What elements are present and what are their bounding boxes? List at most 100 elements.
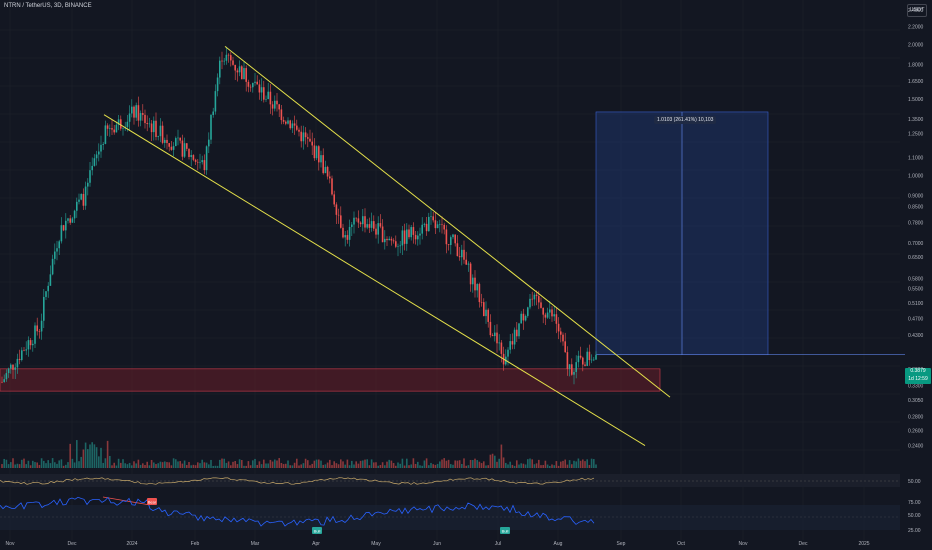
candle-body (467, 263, 470, 265)
volume-bar (359, 460, 362, 468)
volume-bar (113, 462, 115, 468)
volume-bar (76, 440, 78, 468)
candle-body (29, 340, 32, 346)
candle-body (62, 225, 65, 231)
price-tick-label: 0.4700 (908, 316, 924, 322)
candle-body (170, 146, 173, 150)
volume-bar (21, 459, 23, 468)
volume-bar (419, 465, 421, 468)
volume-bar (318, 459, 320, 468)
volume-bar (311, 463, 313, 468)
candle-body (106, 125, 109, 129)
volume-bar (575, 461, 577, 468)
candle-body (498, 342, 500, 344)
volume-bar (507, 464, 509, 468)
volume-bar (164, 461, 166, 468)
candle-body (445, 229, 448, 245)
candle-body (540, 302, 542, 308)
price-tick-label: 2.0000 (908, 42, 924, 48)
candle-body (553, 314, 555, 317)
candle-body (104, 125, 107, 144)
candle-body (65, 220, 67, 231)
volume-bar (91, 442, 93, 468)
candle-body (177, 137, 179, 139)
candle-body (318, 146, 320, 163)
volume-bar (247, 461, 250, 468)
candle-body (23, 350, 25, 351)
volume-bar (36, 462, 38, 468)
volume-bar (441, 459, 443, 468)
signal-label: Bull (502, 528, 509, 533)
volume-bar (555, 461, 558, 468)
candle-body (194, 159, 197, 162)
candle-body (175, 138, 177, 147)
candle-body (538, 296, 540, 303)
candle-body (588, 351, 591, 361)
candle-body (357, 218, 360, 223)
candle-body (166, 139, 168, 144)
candle-body (260, 87, 263, 93)
time-tick-label: Nov (6, 541, 15, 547)
candle-body (551, 309, 553, 317)
volume-bar (38, 464, 41, 468)
candle-body (344, 235, 346, 238)
currency-badge[interactable]: USDT (907, 4, 927, 17)
volume-bar (245, 465, 247, 468)
candle-body (487, 309, 489, 322)
candle-body (161, 125, 164, 143)
price-tick-label: 0.6500 (908, 255, 924, 261)
volume-bar (586, 459, 588, 468)
time-tick-label: Apr (312, 541, 320, 547)
candle-body (120, 119, 122, 129)
volume-bar (344, 464, 346, 468)
volume-bar (452, 464, 454, 468)
candle-body (274, 100, 276, 109)
volume-bar (43, 460, 45, 468)
volume-bar (267, 463, 269, 468)
volume-bar (175, 459, 177, 468)
signal-badge (500, 527, 510, 534)
candle-body (373, 221, 375, 229)
volume-bar (384, 465, 386, 468)
volume-bar (531, 459, 533, 468)
candle-body (384, 238, 386, 243)
volume-bar (353, 464, 355, 468)
candle-body (535, 294, 538, 297)
candle-body (329, 176, 331, 179)
volume-bar (579, 460, 582, 468)
candle-body (509, 341, 511, 350)
candle-body (153, 120, 155, 133)
candle-body (188, 148, 190, 157)
volume-bar (23, 458, 25, 468)
price-tick-label: 1.1000 (908, 156, 924, 162)
price-tick-label: 0.3300 (908, 383, 924, 389)
volume-bar (120, 462, 122, 468)
candle-body (98, 151, 100, 155)
volume-bar (183, 460, 186, 468)
candle-body (223, 60, 225, 62)
candle-body (232, 60, 234, 65)
volume-bar (529, 458, 531, 468)
volume-bar (489, 454, 492, 468)
volume-bar (232, 461, 234, 468)
volume-bar (282, 464, 285, 468)
volume-bar (467, 465, 470, 468)
volume-bar (263, 459, 265, 468)
volume-bar (265, 463, 267, 468)
candle-body (45, 291, 47, 297)
volume-bar (590, 458, 593, 468)
volume-bar (551, 464, 553, 468)
volume-bar (12, 458, 14, 468)
candle-body (146, 123, 148, 124)
volume-bar (366, 459, 368, 468)
symbol-title[interactable]: NTRN / TetherUS, 3D, BINANCE (4, 3, 92, 9)
volume-bar (249, 465, 252, 468)
volume-bar (223, 458, 225, 468)
time-tick-label: Jul (495, 541, 501, 547)
candle-body (469, 263, 472, 285)
volume-bar (496, 461, 498, 468)
candle-body (95, 154, 98, 159)
time-tick-label: Feb (191, 541, 200, 547)
candle-body (557, 323, 560, 332)
